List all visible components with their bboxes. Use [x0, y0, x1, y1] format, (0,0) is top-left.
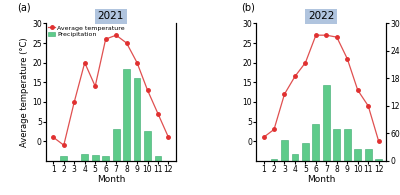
- Bar: [334, 129, 340, 161]
- Bar: [365, 149, 372, 161]
- Bar: [92, 155, 98, 161]
- Title: 2021: 2021: [98, 11, 124, 21]
- Bar: [113, 129, 120, 161]
- Bar: [354, 149, 361, 161]
- Bar: [281, 140, 288, 161]
- Text: (a): (a): [18, 2, 31, 12]
- Bar: [154, 156, 161, 161]
- Bar: [292, 154, 298, 161]
- X-axis label: Month: Month: [307, 176, 335, 184]
- Bar: [302, 143, 309, 161]
- Bar: [144, 131, 151, 161]
- Bar: [134, 78, 140, 161]
- Bar: [271, 159, 278, 161]
- X-axis label: Month: Month: [97, 176, 125, 184]
- Bar: [123, 69, 130, 161]
- Bar: [375, 159, 382, 161]
- Y-axis label: Average temperature (°C): Average temperature (°C): [20, 37, 29, 147]
- Legend: Average temperature, Precipitation: Average temperature, Precipitation: [47, 25, 126, 38]
- Bar: [323, 85, 330, 161]
- Bar: [81, 154, 88, 161]
- Bar: [344, 129, 351, 161]
- Bar: [60, 156, 67, 161]
- Bar: [312, 124, 319, 161]
- Text: (b): (b): [241, 2, 254, 12]
- Bar: [102, 156, 109, 161]
- Title: 2022: 2022: [308, 11, 334, 21]
